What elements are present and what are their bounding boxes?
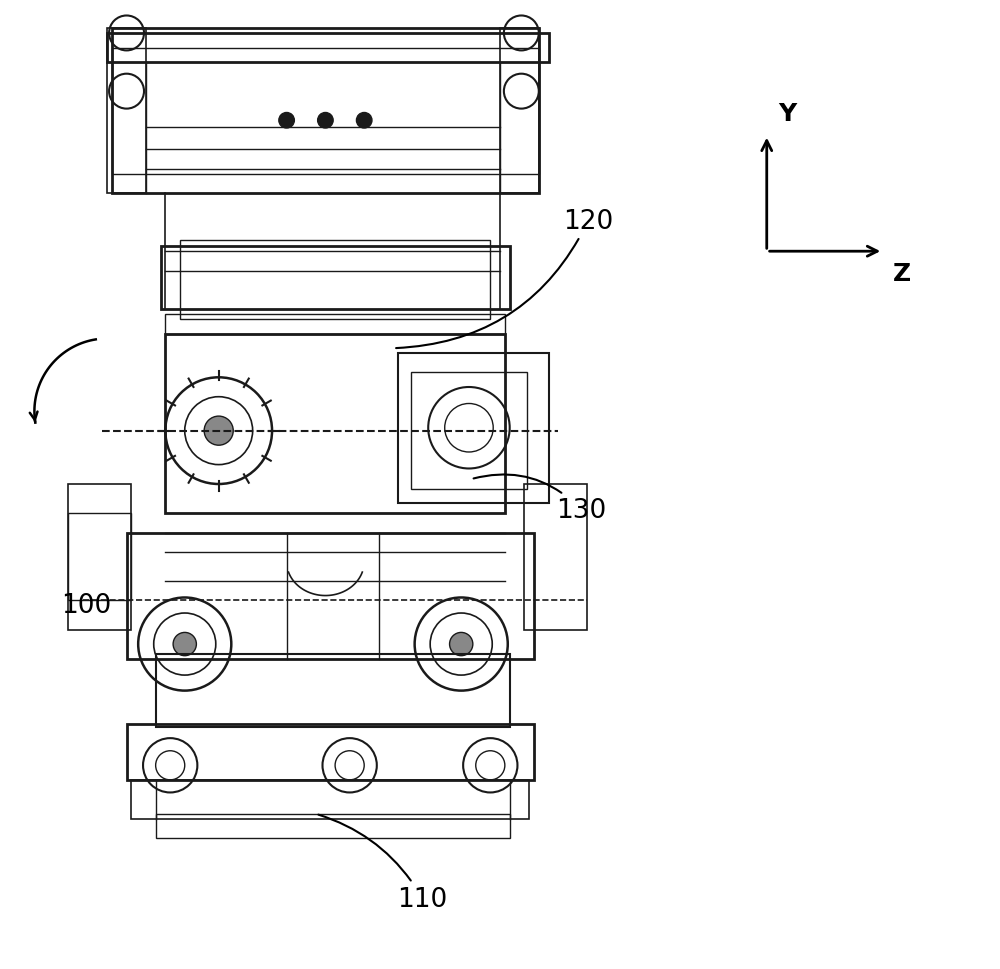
Polygon shape <box>112 29 151 194</box>
Circle shape <box>356 113 372 129</box>
Text: Z: Z <box>893 262 911 286</box>
Bar <box>500 29 539 194</box>
Circle shape <box>173 633 196 656</box>
Bar <box>107 29 146 194</box>
Bar <box>161 247 510 310</box>
Bar <box>107 34 548 63</box>
Bar <box>165 315 505 334</box>
Circle shape <box>450 633 473 656</box>
Text: 110: 110 <box>318 815 448 912</box>
Circle shape <box>279 113 294 129</box>
Bar <box>131 780 529 819</box>
Bar <box>112 29 539 194</box>
Text: Y: Y <box>778 102 797 126</box>
Bar <box>156 814 510 838</box>
Bar <box>127 533 534 659</box>
Circle shape <box>204 417 233 446</box>
Bar <box>68 484 131 630</box>
Circle shape <box>318 113 333 129</box>
Bar <box>180 240 490 320</box>
Bar <box>127 724 534 780</box>
Bar <box>524 484 587 630</box>
Bar <box>411 373 527 489</box>
Text: 100: 100 <box>62 593 112 618</box>
Bar <box>156 654 510 727</box>
Bar <box>68 514 131 601</box>
Bar <box>165 334 505 514</box>
Bar <box>398 354 548 504</box>
Text: 120: 120 <box>396 208 613 349</box>
Text: 130: 130 <box>474 475 607 523</box>
Bar <box>112 48 539 174</box>
